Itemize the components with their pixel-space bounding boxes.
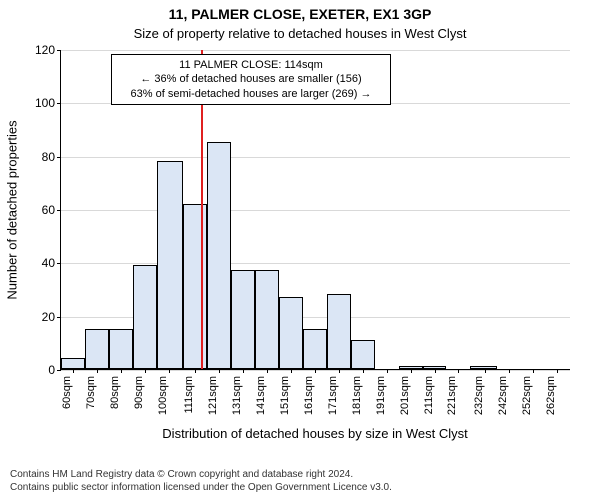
x-tick-label: 151sqm	[277, 376, 291, 415]
x-tick-mark	[509, 369, 510, 373]
y-tick-label: 20	[42, 310, 61, 324]
y-tick-label: 80	[42, 150, 61, 164]
x-tick-label: 252sqm	[519, 376, 533, 415]
x-tick-mark	[485, 369, 486, 373]
x-tick-label: 141sqm	[253, 376, 267, 415]
annotation-line: 63% of semi-detached houses are larger (…	[118, 87, 384, 101]
x-tick-mark	[291, 369, 292, 373]
x-tick-mark	[363, 369, 364, 373]
chart-title-sub: Size of property relative to detached ho…	[0, 26, 600, 41]
histogram-bar	[183, 204, 207, 369]
x-tick-mark	[97, 369, 98, 373]
chart-title-main: 11, PALMER CLOSE, EXETER, EX1 3GP	[0, 6, 600, 22]
x-axis-label: Distribution of detached houses by size …	[60, 426, 570, 441]
chart-container: 11, PALMER CLOSE, EXETER, EX1 3GP Size o…	[0, 0, 600, 500]
histogram-bar	[255, 270, 279, 369]
x-tick-label: 111sqm	[181, 376, 195, 414]
x-tick-label: 161sqm	[301, 376, 315, 415]
histogram-bar	[85, 329, 109, 369]
x-tick-mark	[387, 369, 388, 373]
x-tick-label: 60sqm	[59, 376, 73, 409]
x-tick-label: 181sqm	[349, 376, 363, 415]
histogram-bar	[279, 297, 303, 369]
histogram-bar	[157, 161, 183, 369]
y-gridline	[61, 157, 570, 158]
histogram-bar	[351, 340, 375, 369]
x-tick-label: 242sqm	[495, 376, 509, 415]
x-tick-mark	[195, 369, 196, 373]
y-tick-label: 40	[42, 256, 61, 270]
annotation-line: ← 36% of detached houses are smaller (15…	[118, 72, 384, 86]
x-tick-label: 171sqm	[325, 376, 339, 415]
y-tick-label: 120	[35, 43, 61, 57]
x-tick-label: 191sqm	[373, 376, 387, 415]
y-tick-label: 100	[35, 96, 61, 110]
x-tick-mark	[435, 369, 436, 373]
x-tick-label: 100sqm	[155, 376, 169, 415]
x-tick-mark	[121, 369, 122, 373]
y-tick-label: 60	[42, 203, 61, 217]
histogram-bar	[231, 270, 255, 369]
x-tick-mark	[267, 369, 268, 373]
y-gridline	[61, 50, 570, 51]
x-tick-mark	[169, 369, 170, 373]
histogram-bar	[470, 366, 496, 369]
credits-line2: Contains public sector information licen…	[10, 482, 392, 495]
plot-area: 02040608010012060sqm70sqm80sqm90sqm100sq…	[60, 50, 570, 370]
x-tick-label: 80sqm	[107, 376, 121, 409]
x-tick-mark	[145, 369, 146, 373]
x-tick-mark	[243, 369, 244, 373]
y-gridline	[61, 210, 570, 211]
annotation-line: 11 PALMER CLOSE: 114sqm	[118, 58, 384, 72]
x-tick-mark	[73, 369, 74, 373]
histogram-bar	[327, 294, 351, 369]
x-tick-mark	[315, 369, 316, 373]
x-tick-mark	[458, 369, 459, 373]
histogram-bar	[109, 329, 133, 369]
x-tick-label: 211sqm	[421, 376, 435, 414]
x-tick-label: 131sqm	[229, 376, 243, 415]
credits-line1: Contains HM Land Registry data © Crown c…	[10, 469, 392, 482]
histogram-bar	[303, 329, 327, 369]
x-tick-mark	[533, 369, 534, 373]
y-axis-label: Number of detached properties	[5, 120, 20, 299]
x-tick-mark	[557, 369, 558, 373]
histogram-bar	[207, 142, 231, 369]
credits: Contains HM Land Registry data © Crown c…	[10, 469, 392, 494]
x-tick-label: 201sqm	[397, 376, 411, 415]
x-tick-mark	[339, 369, 340, 373]
x-tick-label: 262sqm	[543, 376, 557, 415]
x-tick-mark	[411, 369, 412, 373]
x-tick-label: 90sqm	[131, 376, 145, 409]
x-tick-label: 70sqm	[83, 376, 97, 409]
x-tick-label: 232sqm	[471, 376, 485, 415]
x-tick-label: 121sqm	[205, 376, 219, 415]
y-tick-label: 0	[48, 363, 61, 377]
histogram-bar	[61, 358, 85, 369]
x-tick-label: 221sqm	[444, 376, 458, 415]
histogram-bar	[133, 265, 157, 369]
property-annotation-box: 11 PALMER CLOSE: 114sqm← 36% of detached…	[111, 54, 391, 105]
x-tick-mark	[219, 369, 220, 373]
